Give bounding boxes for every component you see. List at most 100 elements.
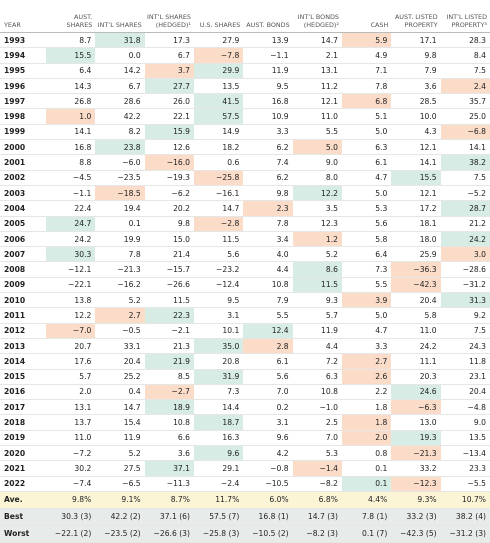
return-cell: 11.2 bbox=[292, 78, 342, 95]
summary-cell: 6.0% bbox=[243, 490, 293, 509]
return-cell: −5.5 bbox=[440, 476, 490, 492]
column-header: INT’L BONDS (HEDGED)² bbox=[292, 0, 342, 33]
return-cell: 2.0 bbox=[341, 430, 392, 447]
year-row: 2021 30.2 27.5 37.1 29.1 −0.8 −1.4 0.1 33.2 23.3 bbox=[0, 460, 490, 477]
return-cell: 3.6 bbox=[391, 78, 441, 95]
return-cell: 11.9 bbox=[243, 63, 293, 79]
return-cell: 26.8 bbox=[46, 93, 96, 110]
return-cell: 15.0 bbox=[144, 231, 194, 248]
year-cell: 2005 bbox=[0, 216, 46, 232]
return-cell: −1.1 bbox=[243, 47, 293, 64]
return-cell: 2.7 bbox=[95, 307, 145, 324]
return-cell: −23.2 bbox=[193, 261, 244, 278]
return-cell: 22.1 bbox=[144, 108, 194, 125]
return-cell: 5.6 bbox=[193, 246, 244, 263]
column-header: U.S. SHARES bbox=[193, 0, 244, 33]
return-cell: −21.3 bbox=[391, 445, 441, 462]
return-cell: 7.5 bbox=[440, 63, 490, 79]
return-cell: 7.1 bbox=[341, 63, 392, 79]
year-row: 2016 2.0 0.4 −2.7 7.3 7.0 10.8 2.2 24.6 20.4 bbox=[0, 384, 490, 401]
return-cell: 31.9 bbox=[193, 369, 244, 385]
return-cell: 24.7 bbox=[46, 216, 96, 232]
return-cell: 3.6 bbox=[144, 445, 194, 462]
return-cell: 15.5 bbox=[46, 47, 96, 64]
return-cell: 27.7 bbox=[144, 78, 194, 95]
return-cell: −13.4 bbox=[440, 445, 490, 462]
return-cell: −11.3 bbox=[144, 476, 194, 492]
year-cell: 1996 bbox=[0, 78, 46, 95]
year-row: 1999 14.1 8.2 15.9 14.9 3.3 5.5 5.0 4.3 −6.8 bbox=[0, 124, 490, 141]
year-row: 2008 −12.1 −21.3 −15.7 −23.2 4.4 8.6 7.3 −36.3 −2… bbox=[0, 261, 490, 278]
year-row: 2015 5.7 25.2 8.5 31.9 5.6 6.3 2.6 20.3 23.1 bbox=[0, 369, 490, 385]
return-cell: 33.1 bbox=[95, 338, 145, 355]
return-cell: 22.4 bbox=[46, 200, 96, 217]
year-cell: 1999 bbox=[0, 124, 46, 141]
return-cell: 17.2 bbox=[391, 200, 441, 217]
return-cell: 28.7 bbox=[440, 200, 490, 217]
return-cell: −25.8 bbox=[193, 170, 244, 186]
return-cell: 4.0 bbox=[243, 246, 293, 263]
return-cell: 5.3 bbox=[341, 200, 392, 217]
return-cell: 9.5 bbox=[243, 78, 293, 95]
column-header: YEAR bbox=[0, 0, 46, 33]
return-cell: −7.4 bbox=[46, 476, 96, 492]
return-cell: 5.0 bbox=[341, 307, 392, 324]
return-cell: 9.0 bbox=[292, 154, 342, 171]
return-cell: 1.8 bbox=[341, 399, 392, 416]
return-cell: 7.8 bbox=[341, 78, 392, 95]
summary-cell: −42.3 (5) bbox=[391, 525, 441, 543]
year-cell: 2019 bbox=[0, 430, 46, 447]
return-cell: 42.2 bbox=[95, 108, 145, 125]
return-cell: −6.2 bbox=[144, 185, 194, 202]
return-cell: 7.0 bbox=[292, 430, 342, 447]
return-cell: 13.8 bbox=[46, 292, 96, 309]
summary-cell: −31.2 (3) bbox=[440, 525, 490, 543]
return-cell: 24.2 bbox=[46, 231, 96, 248]
return-cell: 17.1 bbox=[391, 32, 441, 49]
return-cell: −31.2 bbox=[440, 277, 490, 294]
year-cell: 2002 bbox=[0, 170, 46, 186]
return-cell: 29.9 bbox=[193, 63, 244, 79]
return-cell: 12.2 bbox=[292, 185, 342, 202]
return-cell: 6.8 bbox=[341, 93, 392, 110]
return-cell: 10.0 bbox=[391, 108, 441, 125]
return-cell: 20.4 bbox=[95, 353, 145, 370]
return-cell: 12.2 bbox=[46, 307, 96, 324]
return-cell: 16.8 bbox=[46, 139, 96, 156]
return-cell: 9.6 bbox=[193, 445, 244, 462]
return-cell: 38.2 bbox=[440, 154, 490, 171]
return-cell: −18.5 bbox=[95, 185, 145, 202]
year-cell: 2011 bbox=[0, 307, 46, 324]
return-cell: 4.9 bbox=[341, 47, 392, 64]
return-cell: 10.8 bbox=[243, 277, 293, 294]
return-cell: 0.6 bbox=[193, 154, 244, 171]
return-cell: −12.1 bbox=[46, 261, 96, 278]
return-cell: 12.6 bbox=[144, 139, 194, 156]
return-cell: 24.6 bbox=[391, 384, 441, 401]
summary-cell: 30.3 (3) bbox=[46, 508, 96, 526]
return-cell: 0.4 bbox=[95, 384, 145, 401]
return-cell: 16.8 bbox=[243, 93, 293, 110]
summary-cell: 9.8% bbox=[46, 490, 96, 509]
return-cell: 7.5 bbox=[440, 170, 490, 186]
return-cell: 6.3 bbox=[341, 139, 392, 156]
return-cell: 0.1 bbox=[95, 216, 145, 232]
return-cell: 12.1 bbox=[391, 185, 441, 202]
return-cell: −21.3 bbox=[95, 261, 145, 278]
year-cell: 2003 bbox=[0, 185, 46, 202]
return-cell: 11.8 bbox=[440, 353, 490, 370]
return-cell: 20.4 bbox=[391, 292, 441, 309]
return-cell: 8.6 bbox=[292, 261, 342, 278]
return-cell: −26.6 bbox=[144, 277, 194, 294]
return-cell: 24.2 bbox=[440, 231, 490, 248]
return-cell: 5.7 bbox=[46, 369, 96, 385]
return-cell: 20.3 bbox=[391, 369, 441, 385]
return-cell: 5.6 bbox=[243, 369, 293, 385]
return-cell: −10.5 bbox=[243, 476, 293, 492]
return-cell: 0.2 bbox=[243, 399, 293, 416]
return-cell: 10.8 bbox=[144, 414, 194, 431]
year-row: 2012 −7.0 −0.5 −2.1 10.1 12.4 11.9 4.7 11.0 7.5 bbox=[0, 323, 490, 339]
return-cell: 0.1 bbox=[341, 460, 392, 477]
return-cell: 15.4 bbox=[95, 414, 145, 431]
